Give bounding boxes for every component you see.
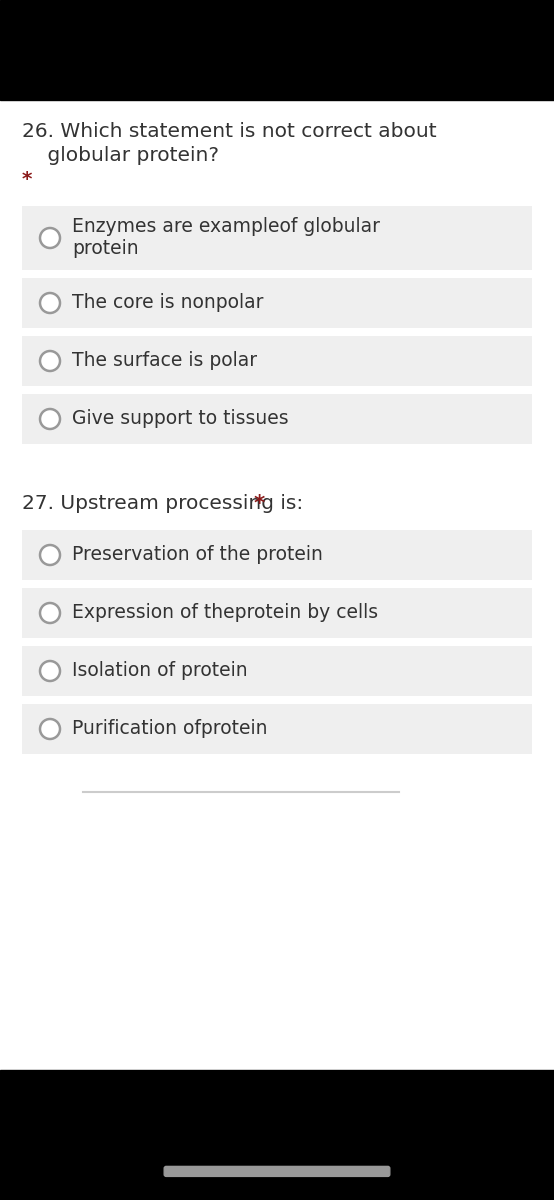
Text: Give support to tissues: Give support to tissues: [72, 409, 289, 428]
Circle shape: [40, 545, 60, 565]
Text: The surface is polar: The surface is polar: [72, 352, 257, 371]
Circle shape: [40, 661, 60, 680]
Text: 26. Which statement is not correct about: 26. Which statement is not correct about: [22, 122, 437, 140]
Text: *: *: [254, 494, 265, 514]
Text: Enzymes are exampleof globular: Enzymes are exampleof globular: [72, 217, 380, 236]
Circle shape: [40, 228, 60, 248]
Circle shape: [40, 350, 60, 371]
Bar: [0, 1070, 554, 1200]
Text: globular protein?: globular protein?: [22, 146, 219, 164]
Circle shape: [40, 719, 60, 739]
Text: *: *: [22, 170, 32, 188]
FancyBboxPatch shape: [22, 588, 532, 638]
FancyBboxPatch shape: [22, 530, 532, 580]
FancyBboxPatch shape: [22, 704, 532, 754]
FancyBboxPatch shape: [22, 394, 532, 444]
Text: Purification ofprotein: Purification ofprotein: [72, 720, 268, 738]
FancyBboxPatch shape: [22, 336, 532, 386]
Circle shape: [40, 602, 60, 623]
Text: Isolation of protein: Isolation of protein: [72, 661, 248, 680]
Bar: [0, 0, 554, 100]
Circle shape: [40, 409, 60, 428]
Text: protein: protein: [72, 240, 138, 258]
Text: The core is nonpolar: The core is nonpolar: [72, 294, 264, 312]
FancyBboxPatch shape: [22, 278, 532, 328]
Circle shape: [40, 293, 60, 313]
Text: 27. Upstream processing is:: 27. Upstream processing is:: [22, 494, 310, 514]
Text: Expression of theprotein by cells: Expression of theprotein by cells: [72, 604, 378, 623]
FancyBboxPatch shape: [164, 1166, 390, 1176]
FancyBboxPatch shape: [22, 206, 532, 270]
Text: Preservation of the protein: Preservation of the protein: [72, 546, 323, 564]
FancyBboxPatch shape: [22, 646, 532, 696]
